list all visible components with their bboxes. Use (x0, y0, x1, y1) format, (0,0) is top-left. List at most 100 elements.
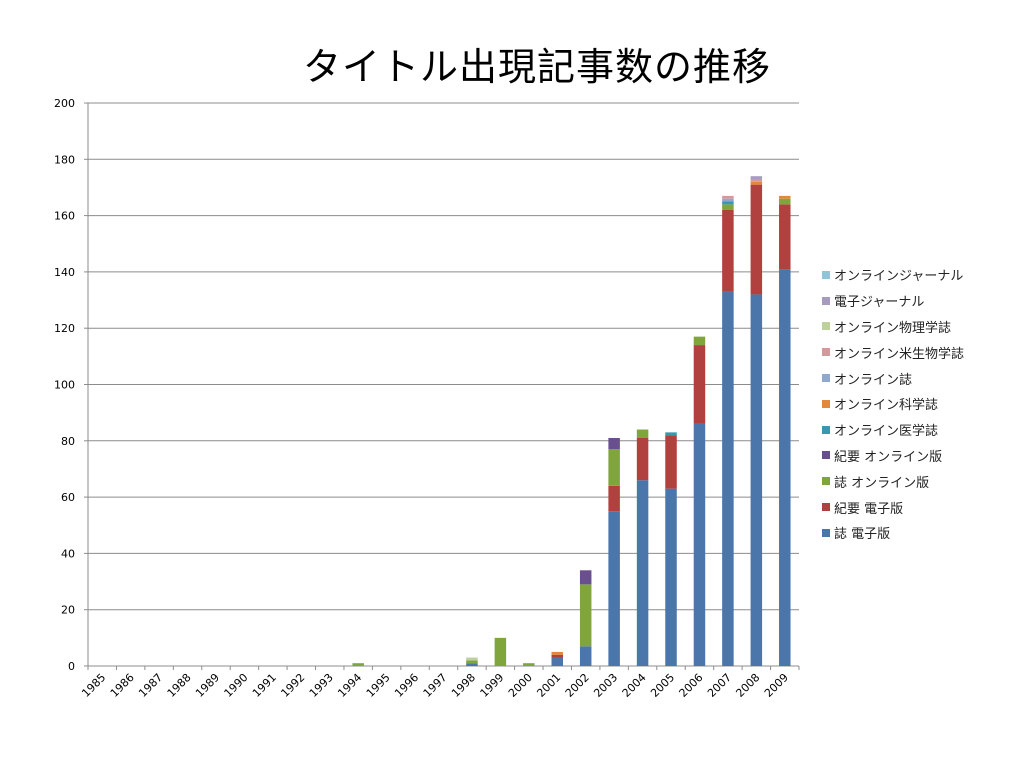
x-tick-label: 1992 (278, 671, 307, 700)
y-tick-label: 200 (54, 97, 75, 110)
y-tick-label: 100 (54, 379, 75, 392)
legend-swatch (822, 451, 830, 460)
bar-segment (494, 637, 507, 666)
bar-segment (722, 209, 734, 292)
legend-item: オンライン物理学誌 (822, 314, 964, 340)
x-tick-label: 1990 (222, 671, 251, 700)
legend-label: 誌 電子版 (834, 527, 891, 543)
x-tick-label: 1996 (392, 671, 421, 700)
y-tick-label: 120 (54, 322, 75, 335)
x-tick-label: 2001 (534, 671, 563, 700)
legend-item: 誌 電子版 (822, 520, 964, 546)
bar-segment (608, 449, 620, 486)
y-tick-label: 140 (54, 266, 75, 279)
bar-segment (722, 291, 734, 666)
bar-segment (722, 198, 734, 202)
x-tick-label: 2007 (705, 671, 734, 700)
legend-label: オンラインジャーナル (834, 269, 964, 285)
legend-label: オンライン科学誌 (834, 398, 939, 414)
x-tick-label: 2009 (762, 671, 791, 700)
y-tick-label: 0 (68, 660, 75, 673)
legend-item: 誌 オンライン版 (822, 468, 964, 494)
legend-swatch (822, 425, 830, 434)
bar-segment (466, 663, 478, 666)
legend-item: 紀要 オンライン版 (822, 443, 964, 469)
bar-segment (551, 654, 564, 658)
legend-swatch (822, 399, 830, 408)
legend-item: 電子ジャーナル (822, 288, 964, 314)
bar-segment (579, 584, 592, 647)
legend-label: オンライン医学誌 (834, 424, 939, 440)
bar-segment (779, 269, 791, 666)
x-tick-label: 1991 (250, 671, 279, 700)
bar-segment (722, 195, 734, 199)
bar-segment (750, 181, 763, 185)
bar-segment (750, 176, 763, 180)
bar-segment (636, 429, 649, 438)
x-tick-label: 1998 (449, 671, 478, 700)
x-tick-label: 1985 (79, 671, 108, 700)
x-tick-label: 2006 (677, 671, 706, 700)
bar-segment (779, 198, 791, 205)
bar-segment (665, 488, 677, 666)
legend-swatch (822, 348, 830, 357)
bar-segment (579, 646, 592, 666)
x-tick-label: 1995 (364, 671, 393, 700)
legend-item: オンライン医学誌 (822, 417, 964, 443)
bar-segment (779, 204, 791, 270)
bar-segment (722, 201, 734, 205)
legend-label: オンライン物理学誌 (834, 320, 952, 336)
chart-title: タイトル出現記事数の推移 (302, 45, 771, 89)
y-tick-label: 160 (54, 210, 75, 223)
y-tick-label: 40 (61, 547, 75, 560)
legend-item: 紀要 電子版 (822, 494, 964, 520)
bar-segment (693, 423, 706, 666)
legend-swatch (822, 270, 830, 279)
x-tick-label: 1994 (335, 671, 364, 700)
y-tick-label: 60 (61, 491, 75, 504)
bar-segment (579, 570, 592, 585)
legend-item: オンライン誌 (822, 365, 964, 391)
legend-label: 紀要 電子版 (834, 501, 904, 517)
bar-segment (636, 437, 649, 481)
bar-segment (466, 660, 478, 664)
bar-segment (779, 195, 791, 199)
x-tick-label: 2002 (563, 671, 592, 700)
legend-label: 誌 オンライン版 (834, 475, 930, 491)
x-tick-label: 1988 (165, 671, 194, 700)
bar-segment (750, 294, 763, 666)
x-tick-label: 1987 (136, 671, 165, 700)
x-tick-label: 2008 (733, 671, 762, 700)
bar-segment (636, 480, 649, 666)
y-tick-label: 80 (61, 435, 75, 448)
bar-segment (665, 435, 677, 489)
legend-swatch (822, 528, 830, 537)
bar-segment (608, 485, 620, 512)
x-tick-label: 2003 (591, 671, 620, 700)
bar-segment (722, 204, 734, 210)
bar-segment (665, 432, 677, 436)
x-tick-label: 2005 (648, 671, 677, 700)
bar-segment (466, 657, 478, 661)
x-tick-label: 1986 (108, 671, 137, 700)
legend-label: オンライン誌 (834, 372, 913, 388)
x-tick-label: 1993 (307, 671, 336, 700)
legend-swatch (822, 503, 830, 512)
bar-segment (352, 663, 364, 666)
legend-item: オンラインジャーナル (822, 262, 964, 288)
bar-segment (693, 345, 706, 424)
bar-segment (608, 437, 620, 450)
bar-segment (551, 651, 564, 655)
bar-segment (608, 511, 620, 666)
x-tick-label: 2000 (506, 671, 535, 700)
legend-item: オンライン科学誌 (822, 391, 964, 417)
legend-item: オンライン米生物学誌 (822, 339, 964, 365)
legend-swatch (822, 322, 830, 331)
legend-swatch (822, 477, 830, 486)
legend-label: 紀要 オンライン版 (834, 449, 943, 465)
bar-segment (551, 657, 564, 666)
x-tick-label: 1999 (478, 671, 507, 700)
y-tick-label: 180 (54, 153, 75, 166)
legend: オンラインジャーナル電子ジャーナルオンライン物理学誌オンライン米生物学誌オンライ… (822, 262, 964, 546)
